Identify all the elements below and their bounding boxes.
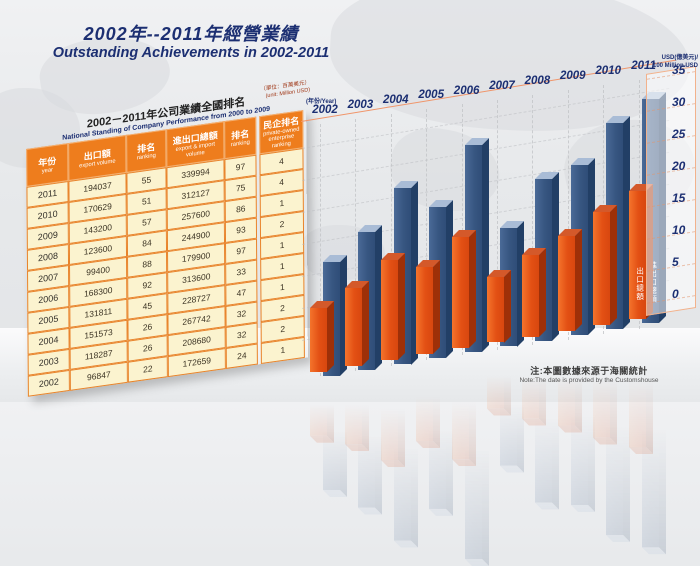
orange-bar-reflection (380, 360, 405, 468)
value-axis-tick: 0 (672, 287, 679, 301)
bar-side-face (468, 230, 476, 349)
unit-label-line1: USD(億美元)/ (661, 55, 698, 61)
page-title-en: Outstanding Achievements in 2002-2011 (52, 44, 330, 61)
page-title-zh: 2002年--2011年經營業績 (83, 24, 299, 44)
orange-bar: 出口總額 (628, 183, 653, 319)
bar-side-face (433, 260, 441, 355)
bar-front-face (451, 348, 469, 460)
bar-front-face (522, 255, 540, 337)
vertical-gridline (497, 99, 498, 350)
bar-front-face (487, 276, 504, 343)
bar-side-face (539, 248, 547, 337)
orange-bar-reflection (345, 366, 370, 452)
year-label: 2005 (418, 89, 444, 102)
source-note-en: Note:The date is provided by the Customs… (519, 377, 659, 384)
bar-side-face (574, 229, 582, 331)
year-label: 2009 (560, 70, 586, 83)
unit-label-line2: 100 Million USD (652, 62, 698, 69)
value-axis-tick: 35 (672, 63, 686, 77)
bar-side-face (362, 281, 370, 367)
bar-front-face (451, 237, 469, 349)
orange-bar-reflection (416, 354, 441, 449)
year-label: 2011 (631, 60, 656, 73)
vertical-gridline (355, 119, 357, 371)
bar-front-face (380, 360, 398, 461)
bar-side-face (327, 372, 334, 443)
year-label: 2003 (347, 99, 374, 112)
vertical-gridline (390, 114, 392, 366)
bar-side-face (468, 348, 476, 467)
value-axis-tick: 20 (672, 159, 686, 173)
bar-label: 出口總額 (635, 266, 645, 301)
vertical-gridline (426, 109, 428, 361)
bar-front-face (345, 366, 363, 445)
year-label: 2002 (312, 104, 338, 116)
bar-side-face (327, 301, 334, 372)
value-axis-tick: 25 (672, 127, 686, 141)
value-axis-tick: 30 (672, 95, 686, 109)
bar-front-face (593, 212, 611, 325)
bar-front-face (557, 236, 575, 331)
source-note-zh: 注:本圖數據來源于海關統計 (530, 366, 648, 376)
year-label: 2007 (489, 79, 515, 92)
bar-front-face (310, 372, 327, 436)
bar-front-face (416, 354, 434, 442)
bar-side-face (362, 366, 370, 452)
orange-bar-reflection (310, 372, 334, 443)
bar-front-face (345, 288, 363, 367)
orange-bar (310, 301, 334, 372)
year-label: 2006 (453, 84, 480, 97)
value-axis-tick: 10 (672, 223, 686, 237)
bar-front-face (380, 260, 398, 361)
orange-bar (487, 269, 511, 343)
bar-side-face (397, 360, 405, 468)
bar-side-face (610, 324, 618, 445)
value-axis-tick: 15 (672, 191, 686, 205)
vertical-gridline (567, 89, 569, 340)
year-label: 2008 (524, 74, 551, 87)
value-axis-tick: 5 (672, 255, 679, 269)
bar-side-face (645, 318, 653, 454)
vertical-gridline (320, 124, 321, 376)
year-label: 2004 (383, 94, 409, 107)
value-axis-unit-label: USD(億美元)/ 100 Million USD (638, 55, 698, 71)
bar-front-face (628, 190, 646, 319)
year-axis-caption: (年份/Year) (306, 99, 337, 105)
vertical-gridline (532, 94, 534, 345)
orange-bar (380, 253, 405, 361)
bar-side-face (610, 205, 618, 325)
vertical-gridline (461, 104, 463, 356)
orange-bar (416, 260, 441, 355)
bar-front-face (310, 308, 327, 372)
orange-bar (557, 229, 582, 331)
bar-side-face (658, 322, 666, 555)
bar-side-face (397, 253, 405, 361)
orange-bar (451, 230, 476, 349)
orange-bar (522, 248, 547, 337)
source-note: 注:本圖數據來源于海關統計 Note:The date is provided … (484, 364, 694, 384)
orange-bar (345, 281, 370, 367)
bar-front-face (416, 267, 434, 355)
chart-layer: 2002 (年份/Year) 2003 2004 2005 2006 2007 2008 200… (302, 60, 670, 566)
orange-bar-reflection (628, 318, 653, 454)
year-label: 2010 (595, 65, 621, 78)
bar-side-face (504, 269, 511, 343)
orange-bar-reflection (451, 348, 476, 467)
page-title: 2002年--2011年經營業績 Outstanding Achievement… (36, 24, 346, 61)
bar-side-face (433, 354, 441, 449)
orange-bar (593, 205, 618, 325)
orange-bar-reflection (593, 324, 618, 445)
